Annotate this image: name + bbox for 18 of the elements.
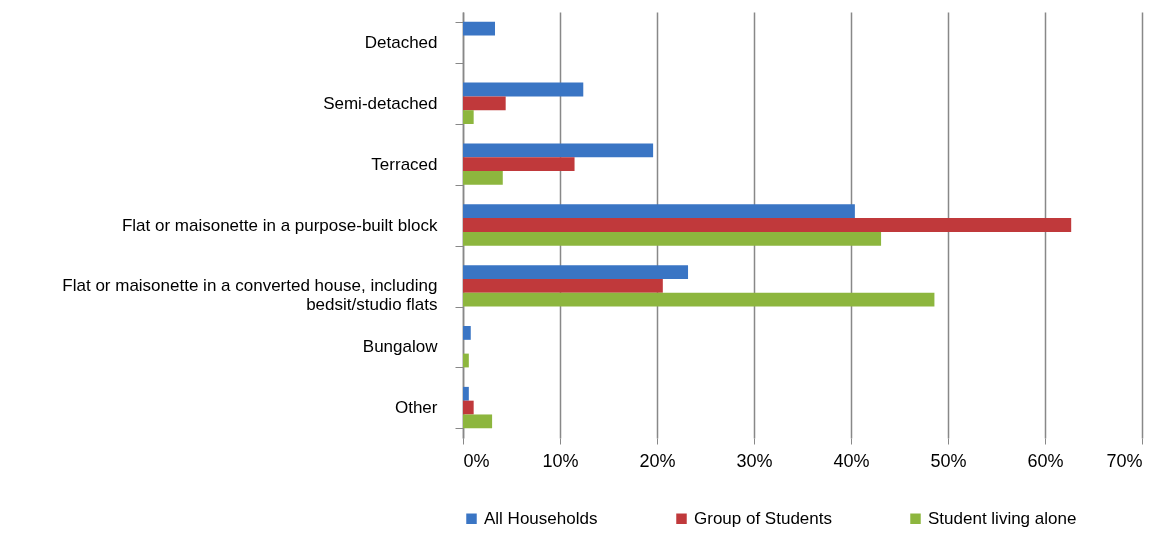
y-tick-label: Terraced (371, 154, 438, 174)
x-tick-label: 20% (639, 450, 676, 471)
y-tick-label: Other (394, 398, 438, 418)
legend-label: All Households (484, 508, 598, 528)
x-tick-label: 50% (930, 450, 967, 471)
legend-label: Group of Students (694, 508, 832, 528)
legend-label: Student living alone (928, 508, 1077, 528)
x-tick-label: 30% (736, 450, 773, 471)
y-tick-label: Bungalow (362, 337, 439, 357)
x-tick-label: 10% (542, 450, 579, 471)
y-tick-label: Detached (364, 32, 438, 52)
y-tick-label: Flat or maisonette in a purpose-built block (121, 215, 438, 235)
y-tick-label: Semi-detached (323, 93, 438, 113)
x-tick-label: 40% (833, 450, 870, 471)
x-tick-label: 70% (1106, 450, 1143, 471)
x-tick-label: 60% (1027, 450, 1064, 471)
y-tick-label: Flat or maisonette in a converted house, including bedsit/studio flats (62, 276, 438, 315)
x-tick-label: 0% (463, 450, 490, 471)
